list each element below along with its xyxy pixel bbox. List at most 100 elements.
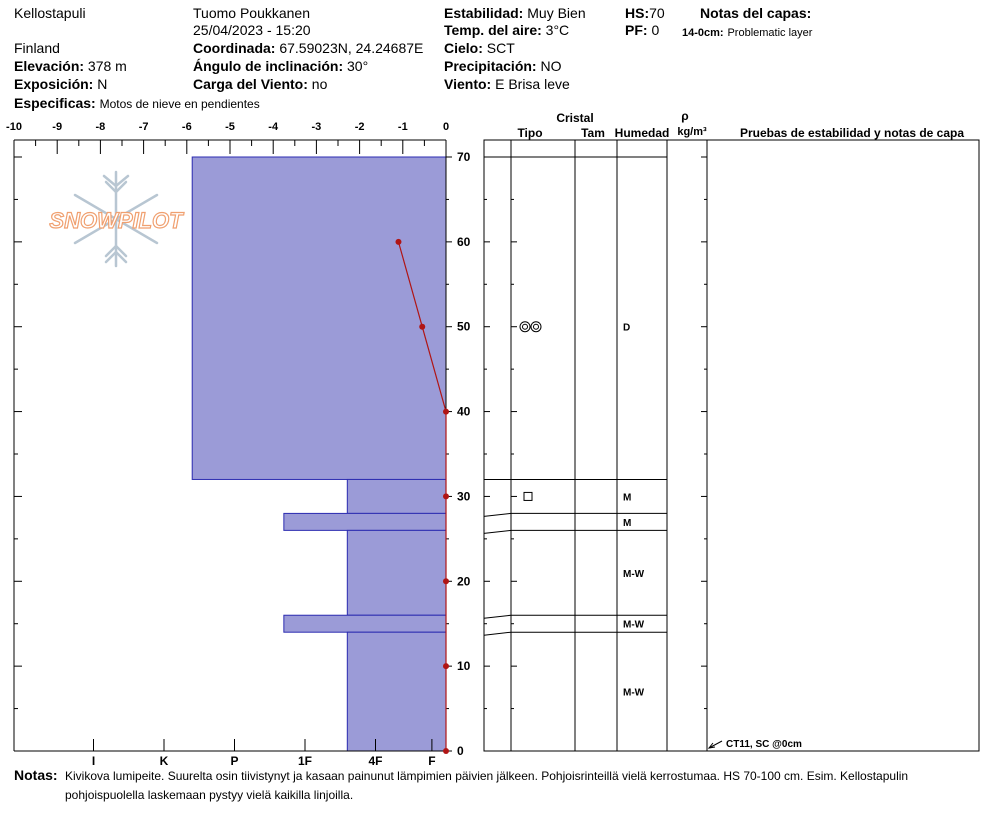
sky-label: Cielo: — [444, 40, 483, 56]
notes-line-1: Kivikova lumipeite. Suurelta osin tiivis… — [65, 769, 909, 783]
temperature-point-2 — [443, 408, 449, 415]
height-tick-label: 60 — [457, 235, 471, 249]
location-name: Kellostapuli — [14, 5, 86, 21]
air-temp-field: Temp. del aire: 3°C — [444, 22, 569, 38]
hardness-tick-label: P — [230, 754, 238, 768]
hardness-tick-label: I — [92, 754, 95, 768]
test-note: CT11, SC @0cm — [726, 739, 802, 750]
layer-boundary-left-2 — [483, 512, 512, 517]
air-temp-value: 3°C — [545, 22, 570, 38]
faceted-grain-icon — [523, 491, 533, 501]
hardness-tick-label: 4F — [368, 754, 382, 768]
coordinates-value: 67.59023N, 24.24687E — [279, 40, 424, 56]
hardness-layer-5 — [346, 631, 447, 752]
observer-name: Tuomo Poukkanen — [193, 5, 310, 21]
rounded-grain-icon — [522, 323, 528, 330]
air-temp-label: Temp. del aire: — [444, 22, 542, 38]
wind-field: Viento: E Brisa leve — [444, 76, 570, 92]
hardness-layer-3 — [346, 529, 447, 616]
hs-value: 70 — [649, 5, 665, 21]
wind-loading-value: no — [311, 76, 328, 92]
temperature-point-1 — [419, 323, 426, 330]
layer-notes-title: Notas del capas: — [700, 5, 812, 21]
moisture-label-3: M-W — [623, 569, 645, 580]
tests-header: Pruebas de estabilidad y notas de capa — [740, 126, 964, 140]
rounded-grain-icon — [533, 323, 539, 330]
sky-value: SCT — [486, 40, 515, 56]
elevation-label: Elevación: — [14, 58, 85, 74]
moisture-label-5: M-W — [623, 688, 645, 699]
hardness-layer-0 — [191, 156, 447, 480]
coordinates-field: Coordinada: 67.59023N, 24.24687E — [193, 40, 423, 56]
precipitation-field: Precipitación: NO — [444, 58, 561, 74]
test-note-arrow — [707, 742, 716, 749]
size-header: Tam — [581, 126, 605, 140]
temp-tick-label: -5 — [225, 121, 235, 133]
hardness-layer-2 — [283, 512, 447, 531]
height-tick-label: 40 — [457, 405, 471, 419]
hardness-layer-4 — [283, 614, 447, 633]
temperature-point-5 — [443, 663, 449, 670]
aspect-value: N — [97, 76, 108, 92]
temp-tick-label: -1 — [398, 121, 408, 133]
density-unit-header: kg/m³ — [677, 126, 707, 138]
rho-header: ρ — [681, 109, 688, 123]
temp-tick-label: -6 — [182, 121, 192, 133]
temp-tick-label: -10 — [6, 121, 22, 133]
country-name: Finland — [14, 40, 60, 56]
crystal-header: Cristal — [556, 111, 593, 125]
layer-boundary-left-5 — [483, 631, 512, 636]
stability-label: Estabilidad: — [444, 5, 524, 21]
temp-tick-label: -7 — [139, 121, 149, 133]
elevation-value: 378 m — [87, 58, 127, 74]
wind-loading-field: Carga del Viento: no — [193, 76, 327, 92]
rounded-grain-icon — [519, 321, 531, 333]
height-tick-label: 10 — [457, 659, 471, 673]
stability-value: Muy Bien — [527, 5, 586, 21]
moisture-label-0: D — [623, 323, 630, 334]
specifics-label: Especificas: — [14, 95, 96, 111]
temperature-point-6 — [443, 748, 449, 754]
temperature-point-4 — [443, 578, 449, 585]
hardness-tick-label: K — [160, 754, 169, 768]
hardness-tick-label: F — [428, 754, 435, 768]
precipitation-value: NO — [540, 58, 562, 74]
temperature-point-0 — [395, 238, 402, 245]
temp-tick-label: -3 — [312, 121, 322, 133]
elevation-field: Elevación: 378 m — [14, 58, 127, 74]
aspect-field: Exposición: N — [14, 76, 107, 92]
layer-note-label: 14-0cm: — [682, 27, 724, 39]
pf-value: 0 — [651, 22, 660, 38]
layer-boundary-left-4 — [483, 614, 512, 619]
moisture-label-4: M-W — [623, 620, 645, 631]
pf-field: PF: 0 — [625, 22, 659, 38]
wind-value: E Brisa leve — [495, 76, 570, 92]
layer-note: 14-0cm: Problematic layer — [682, 23, 812, 41]
test-note-leader — [708, 740, 723, 749]
hardness-tick-label: 1F — [298, 754, 312, 768]
temp-tick-label: 0 — [443, 121, 449, 133]
temperature-point-3 — [443, 493, 449, 500]
specifics-value: Motos de nieve en pendientes — [99, 97, 260, 111]
slope-angle-field: Ángulo de inclinación: 30° — [193, 58, 368, 74]
layer-table-frame — [483, 139, 980, 752]
temp-tick-label: -4 — [268, 121, 279, 133]
temp-tick-label: -8 — [96, 121, 106, 133]
precipitation-label: Precipitación: — [444, 58, 537, 74]
layer-note-value: Problematic layer — [727, 27, 813, 39]
moisture-header: Humedad — [615, 126, 670, 140]
slope-angle-value: 30° — [347, 58, 369, 74]
snowflake-icon — [73, 170, 159, 268]
height-tick-label: 50 — [457, 320, 471, 334]
hardness-layer-1 — [346, 478, 447, 514]
temp-tick-label: -9 — [52, 121, 62, 133]
pf-label: PF: — [625, 22, 648, 38]
height-tick-label: 30 — [457, 489, 471, 503]
hs-label: HS: — [625, 5, 650, 21]
notes-line-2: pohjoispuolella laskemaan pystyy vielä k… — [65, 788, 354, 802]
coordinates-label: Coordinada: — [193, 40, 276, 56]
height-tick-label: 70 — [457, 150, 471, 164]
slope-angle-label: Ángulo de inclinación: — [193, 58, 344, 74]
stability-field: Estabilidad: Muy Bien — [444, 5, 586, 21]
